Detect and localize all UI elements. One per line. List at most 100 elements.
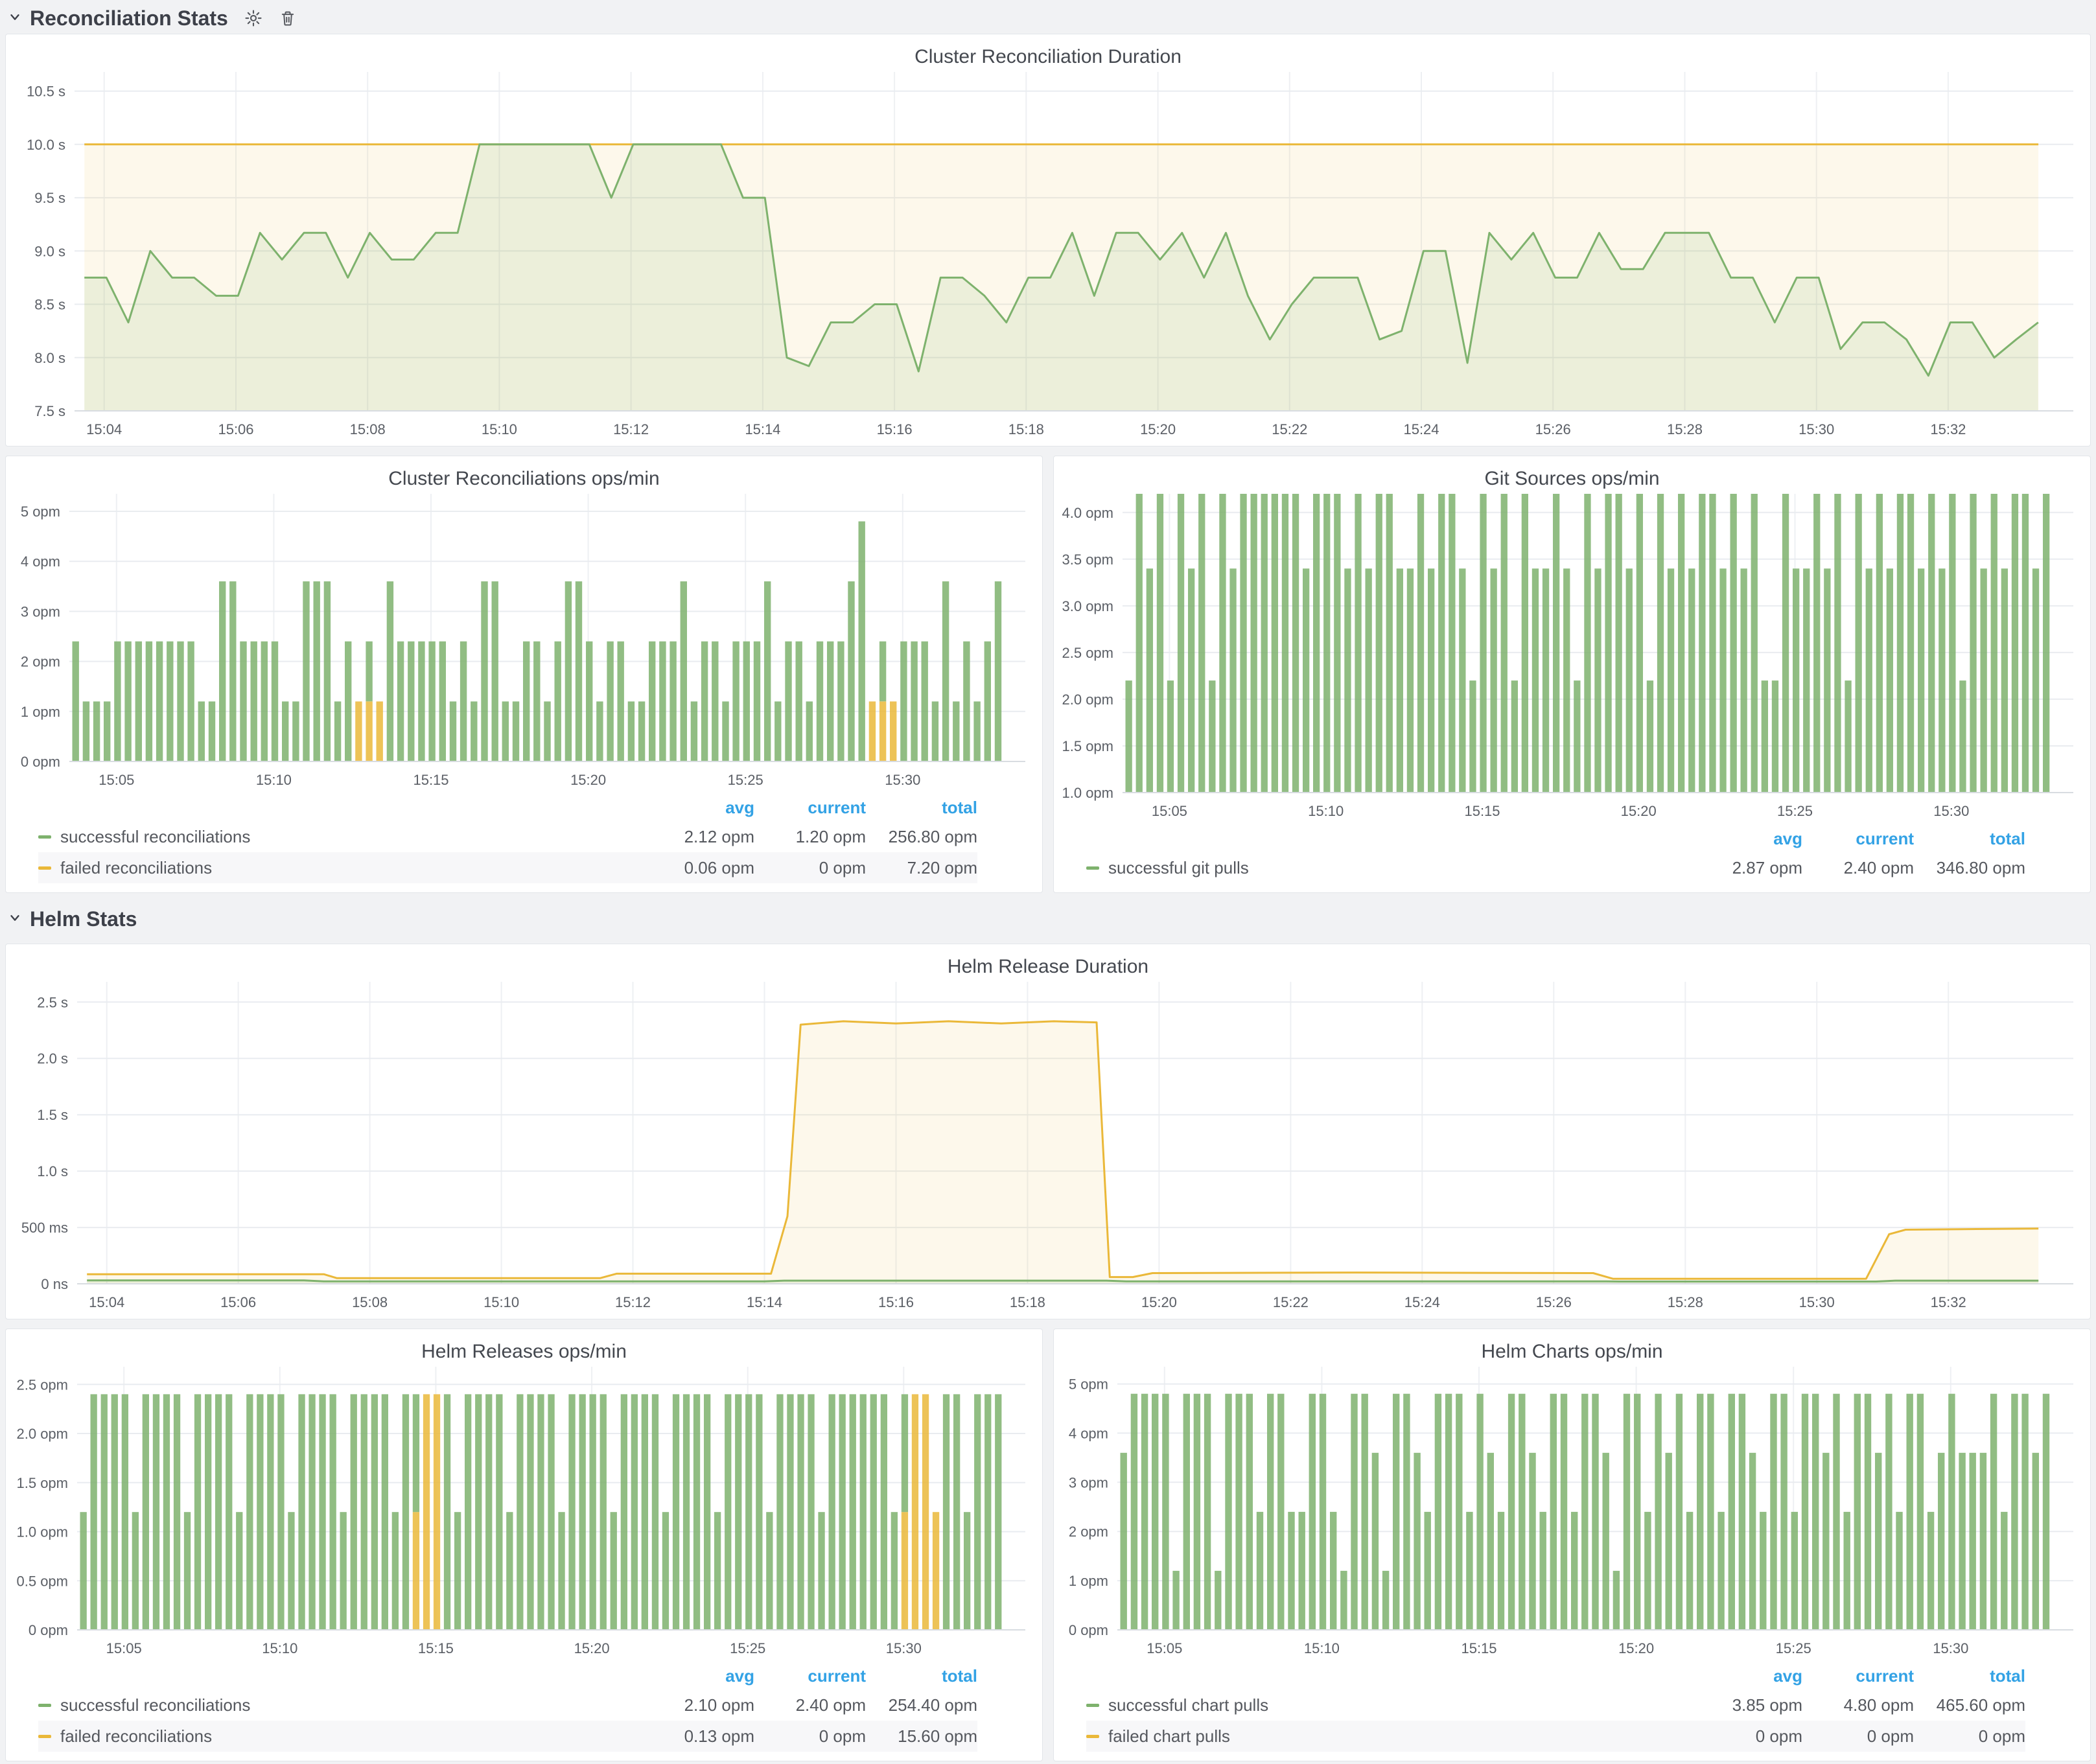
section-settings-button[interactable] (244, 8, 263, 28)
legend-sort-current[interactable]: current (1856, 1665, 1914, 1686)
svg-text:15:10: 15:10 (482, 421, 517, 437)
svg-text:15:20: 15:20 (1618, 1640, 1654, 1656)
svg-text:15:05: 15:05 (106, 1640, 142, 1656)
series-marker (1086, 1734, 1099, 1738)
helm-charts-opm-chart[interactable]: 5 opm 4 opm 3 opm 2 opm 1 opm 0 opm 15:05 15:10… (1060, 1367, 2084, 1660)
legend-row: successful git pulls 2.87 opm 2.40 opm 346.… (1086, 852, 2025, 883)
legend-avg-value: 2.12 opm (684, 826, 754, 846)
chevron-down-icon (8, 911, 22, 928)
svg-text:15:10: 15:10 (262, 1640, 297, 1656)
svg-text:8.0 s: 8.0 s (34, 350, 65, 366)
legend-avg-value: 2.10 opm (684, 1695, 754, 1715)
chevron-down-icon (8, 10, 22, 27)
svg-text:15:14: 15:14 (747, 1294, 782, 1310)
svg-text:5 opm: 5 opm (21, 504, 60, 520)
legend-sort-current[interactable]: current (808, 797, 866, 817)
svg-text:15:08: 15:08 (352, 1294, 388, 1310)
svg-text:15:20: 15:20 (1140, 421, 1176, 437)
panel-cluster-reconciliation-duration: Cluster Reconciliation Duration 10.5 s 10… (5, 34, 2091, 447)
legend-row: successful reconciliations 2.12 opm 1.20 o… (38, 821, 977, 852)
svg-text:15:06: 15:06 (220, 1294, 256, 1310)
cluster-reconciliations-opm-chart[interactable]: 5 opm 4 opm 3 opm 2 opm 1 opm 0 opm 15:05 15:10… (12, 494, 1036, 791)
series-marker (1086, 1703, 1099, 1707)
series-label[interactable]: successful reconciliations (60, 1695, 251, 1715)
legend-header: avg current total (38, 1662, 977, 1689)
section-delete-button[interactable] (279, 9, 297, 27)
legend-sort-avg[interactable]: avg (1773, 1665, 1802, 1686)
legend-sort-total[interactable]: total (1990, 1665, 2025, 1686)
legend-avg-value: 0.06 opm (684, 857, 754, 877)
svg-text:1.5 opm: 1.5 opm (17, 1475, 69, 1491)
series-label[interactable]: failed reconciliations (60, 857, 213, 877)
svg-text:15:26: 15:26 (1536, 1294, 1572, 1310)
series-marker (38, 1734, 51, 1738)
legend-sort-current[interactable]: current (1856, 828, 1914, 848)
legend-helm-charts: avg current total successful chart pulls 3.8… (1086, 1662, 2025, 1752)
panel-row-reconciliations: Cluster Reconciliations ops/min 5 opm 4 o… (5, 456, 2091, 893)
helm-releases-opm-chart[interactable]: 2.5 opm 2.0 opm 1.5 opm 1.0 opm 0.5 opm 0 opm… (12, 1367, 1036, 1660)
legend-total-value: 7.20 opm (907, 857, 977, 877)
svg-text:2.5 opm: 2.5 opm (1062, 645, 1114, 661)
legend-row: successful chart pulls 3.85 opm 4.80 opm 46… (1086, 1689, 2025, 1721)
legend-sort-total[interactable]: total (1990, 828, 2025, 848)
svg-text:15:25: 15:25 (1776, 1640, 1811, 1656)
svg-text:0 opm: 0 opm (1069, 1622, 1108, 1638)
svg-text:15:20: 15:20 (1141, 1294, 1177, 1310)
legend-avg-value: 0 opm (1755, 1726, 1802, 1746)
svg-text:1.0 opm: 1.0 opm (1062, 785, 1114, 801)
svg-text:15:25: 15:25 (728, 772, 763, 788)
panel-title[interactable]: Helm Releases ops/min (421, 1341, 627, 1362)
panel-title[interactable]: Cluster Reconciliation Duration (914, 46, 1182, 67)
svg-text:10.0 s: 10.0 s (27, 137, 65, 153)
cluster-reconciliation-duration-chart[interactable]: 10.5 s 10.0 s 9.5 s 9.0 s 8.5 s 8.0 s 7.5 s 15:… (12, 72, 2084, 441)
svg-text:15:22: 15:22 (1272, 421, 1307, 437)
panel-helm-releases-opm: Helm Releases ops/min 2.5 opm 2.0 opm 1.5 … (5, 1329, 1043, 1761)
helm-release-duration-chart[interactable]: 2.5 s 2.0 s 1.5 s 1.0 s 500 ms 0 ns 15:04 15:06… (12, 982, 2084, 1314)
legend-sort-current[interactable]: current (808, 1665, 866, 1686)
legend-sort-total[interactable]: total (942, 797, 977, 817)
section-toggle-helm-stats[interactable]: Helm Stats (8, 907, 137, 931)
svg-text:15:25: 15:25 (730, 1640, 765, 1656)
svg-text:500 ms: 500 ms (21, 1220, 68, 1236)
svg-text:15:14: 15:14 (745, 421, 780, 437)
svg-text:3.0 opm: 3.0 opm (1062, 598, 1114, 614)
legend-row: failed chart pulls 0 opm 0 opm 0 opm (1086, 1721, 2025, 1752)
svg-text:15:05: 15:05 (99, 772, 134, 788)
svg-text:9.5 s: 9.5 s (34, 190, 65, 206)
legend-header: avg current total (1086, 1662, 2025, 1689)
svg-text:15:30: 15:30 (886, 1640, 922, 1656)
svg-text:4 opm: 4 opm (21, 553, 60, 570)
svg-text:1 opm: 1 opm (21, 704, 60, 720)
svg-text:15:20: 15:20 (574, 1640, 610, 1656)
legend-sort-avg[interactable]: avg (725, 1665, 754, 1686)
series-label[interactable]: successful reconciliations (60, 826, 251, 846)
panel-title[interactable]: Git Sources ops/min (1484, 468, 1660, 489)
series-label[interactable]: successful git pulls (1108, 857, 1249, 877)
svg-text:3 opm: 3 opm (1069, 1474, 1108, 1491)
series-label[interactable]: failed reconciliations (60, 1726, 213, 1746)
panel-title[interactable]: Cluster Reconciliations ops/min (388, 468, 660, 489)
svg-text:15:04: 15:04 (89, 1294, 124, 1310)
svg-text:15:18: 15:18 (1010, 1294, 1045, 1310)
series-marker (38, 835, 51, 839)
svg-text:15:04: 15:04 (86, 421, 122, 437)
panel-title[interactable]: Helm Release Duration (947, 956, 1149, 977)
svg-text:2.0 opm: 2.0 opm (17, 1426, 69, 1442)
svg-text:15:16: 15:16 (878, 1294, 914, 1310)
section-header-reconciliation-stats: Reconciliation Stats (5, 3, 2091, 34)
series-label[interactable]: successful chart pulls (1108, 1695, 1269, 1715)
legend-sort-avg[interactable]: avg (1773, 828, 1802, 848)
panel-title[interactable]: Helm Charts ops/min (1481, 1341, 1663, 1362)
svg-text:15:30: 15:30 (885, 772, 920, 788)
git-sources-opm-chart[interactable]: 4.0 opm 3.5 opm 3.0 opm 2.5 opm 2.0 opm 1.5 o… (1060, 494, 2084, 822)
legend-total-value: 254.40 opm (888, 1695, 977, 1715)
svg-text:15:10: 15:10 (1308, 803, 1344, 819)
series-label[interactable]: failed chart pulls (1108, 1726, 1230, 1746)
legend-total-value: 256.80 opm (888, 826, 977, 846)
section-toggle-reconciliation-stats[interactable]: Reconciliation Stats (8, 6, 228, 30)
legend-sort-avg[interactable]: avg (725, 797, 754, 817)
legend-sort-total[interactable]: total (942, 1665, 977, 1686)
svg-text:1.0 s: 1.0 s (37, 1163, 68, 1179)
legend-git-sources: avg current total successful git pulls 2.87 … (1086, 825, 2025, 883)
